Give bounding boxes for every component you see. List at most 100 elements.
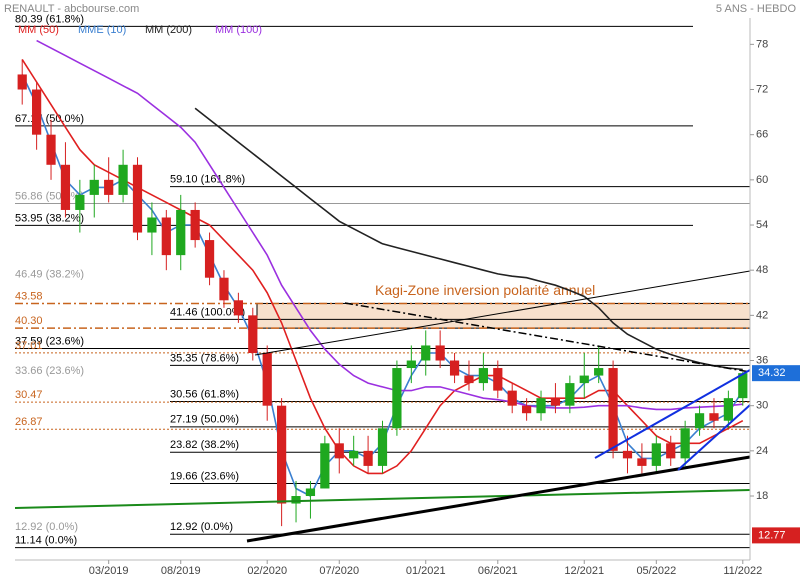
- y-tick-label: 24: [756, 445, 768, 457]
- candle-body: [550, 398, 561, 406]
- candle-body: [594, 368, 604, 376]
- candle-body: [392, 368, 402, 429]
- candle-body: [435, 345, 445, 361]
- level-label: 11.14 (0.0%): [15, 535, 77, 547]
- candle-body: [89, 179, 99, 195]
- legend-entry: MM (200): [145, 24, 192, 36]
- x-tick-label: 08/2019: [161, 565, 201, 577]
- level-label: 41.46 (100.0%): [170, 306, 245, 318]
- candle-body: [349, 450, 359, 459]
- candle-body: [204, 240, 215, 278]
- candle-body: [17, 74, 27, 90]
- y-tick-label: 36: [756, 354, 768, 366]
- trend-line: [246, 455, 751, 543]
- level-label: 12.92 (0.0%): [170, 521, 233, 533]
- legend: MM (50) MME (10) MM (200) MM (100): [18, 24, 262, 36]
- level-label: 12.92 (0.0%): [15, 521, 78, 533]
- x-tick-label: 07/2020: [319, 565, 359, 577]
- x-tick-label: 03/2019: [89, 565, 129, 577]
- y-tick-label: 48: [756, 264, 768, 276]
- level-label: 80.39 (61.8%): [15, 13, 84, 25]
- x-tick-label: 02/2020: [247, 565, 287, 577]
- candle-body: [694, 413, 705, 429]
- candle-body: [478, 368, 488, 384]
- level-label: 19.66 (23.6%): [170, 470, 239, 482]
- level-label: 67.17 (50.0%): [15, 113, 84, 125]
- ma-line: [194, 107, 743, 371]
- candle-body: [75, 194, 85, 210]
- candles: [17, 59, 748, 527]
- candle-body: [118, 164, 128, 195]
- trend-line: [344, 302, 751, 373]
- y-tick-label: 54: [756, 219, 768, 231]
- candle-body: [723, 398, 733, 421]
- level-label: 27.19 (50.0%): [170, 414, 239, 426]
- candle-body: [507, 390, 517, 406]
- candle-body: [579, 375, 589, 384]
- candle-body: [262, 352, 272, 406]
- level-label: 23.82 (38.2%): [170, 439, 239, 451]
- candle-body: [377, 428, 388, 466]
- y-tick-label: 78: [756, 38, 768, 50]
- channel-line: [594, 369, 751, 459]
- candle-body: [637, 458, 647, 466]
- level-label: 40.30: [15, 315, 43, 327]
- candle-body: [161, 217, 171, 256]
- axis: 18 24 30 36 42 48 54 60 66 72 78 03/2019 08/2019 02/2…: [15, 18, 800, 577]
- x-tick-label: 11/2022: [723, 565, 762, 577]
- last-price: 34.32: [758, 367, 786, 379]
- y-tick-label: 72: [756, 83, 768, 95]
- candle-body: [421, 345, 431, 361]
- level-label: 35.35 (78.6%): [170, 352, 239, 364]
- y-tick-label: 42: [756, 309, 768, 321]
- candle-body: [608, 368, 618, 451]
- level-label: 30.56 (61.8%): [170, 388, 239, 400]
- ma-line: [36, 39, 743, 411]
- candle-body: [449, 360, 460, 376]
- candle-body: [147, 217, 157, 233]
- candle-body: [406, 360, 416, 369]
- x-tick-label: 06/2021: [478, 565, 518, 577]
- zone-label: Kagi-Zone inversion polarité annuel: [375, 282, 595, 298]
- low-price-box: [752, 527, 800, 544]
- candle-body: [522, 405, 532, 414]
- candle-body: [709, 413, 719, 421]
- y-tick-label: 30: [756, 400, 768, 412]
- level-label: 46.49 (38.2%): [15, 268, 84, 280]
- candle-body: [176, 209, 186, 256]
- candle-body: [291, 496, 301, 504]
- candle-body: [248, 315, 258, 353]
- candle-body: [132, 164, 143, 233]
- candle-body: [334, 443, 344, 459]
- chart-title: RENAULT - abcbourse.com: [4, 3, 139, 15]
- level-label: 37.59 (23.6%): [15, 335, 84, 347]
- level-label: 37.01: [15, 340, 43, 352]
- candle-body: [622, 450, 633, 459]
- y-tick-label: 60: [756, 174, 768, 186]
- level-label: 53.95 (38.2%): [15, 212, 84, 224]
- candle-body: [565, 383, 575, 406]
- levels: Kagi-Zone inversion polarité annuel 80.39…: [15, 13, 751, 549]
- level-label: 56.86 (50.0%): [15, 190, 84, 202]
- x-tick-label: 12/2021: [564, 565, 604, 577]
- level-label: 30.47: [15, 389, 43, 401]
- candle-body: [219, 277, 229, 301]
- level-label: 43.58: [15, 290, 43, 302]
- legend-entry: MM (100): [215, 24, 262, 36]
- candle-body: [738, 373, 748, 399]
- candle-body: [464, 375, 474, 384]
- candle-body: [233, 300, 243, 316]
- level-label: 26.87: [15, 416, 43, 428]
- low-price: 12.77: [758, 529, 786, 541]
- legend-entry: MM (50): [18, 24, 59, 36]
- x-tick-label: 05/2022: [636, 565, 676, 577]
- candle-body: [32, 89, 42, 135]
- candle-body: [60, 164, 71, 210]
- zone: [256, 302, 751, 329]
- trend-line: [14, 489, 751, 509]
- candle-body: [666, 443, 676, 459]
- level-label: 33.66 (23.6%): [15, 365, 84, 377]
- candle-body: [536, 398, 546, 414]
- candle-body: [305, 488, 316, 497]
